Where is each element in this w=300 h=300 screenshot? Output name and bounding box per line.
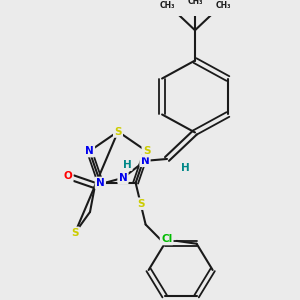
Text: S: S	[71, 228, 79, 238]
Text: N: N	[96, 178, 105, 188]
Text: O: O	[64, 171, 72, 181]
Text: H: H	[123, 160, 131, 170]
Text: CH₃: CH₃	[187, 0, 203, 6]
Text: S: S	[143, 146, 150, 156]
Text: S: S	[137, 199, 144, 209]
Text: N: N	[141, 156, 149, 166]
Text: S: S	[114, 127, 122, 136]
Text: N: N	[118, 173, 127, 183]
Text: Cl: Cl	[161, 234, 172, 244]
Text: CH₃: CH₃	[215, 1, 231, 10]
Text: H: H	[181, 164, 189, 173]
Text: N: N	[85, 146, 94, 156]
Text: CH₃: CH₃	[159, 1, 175, 10]
